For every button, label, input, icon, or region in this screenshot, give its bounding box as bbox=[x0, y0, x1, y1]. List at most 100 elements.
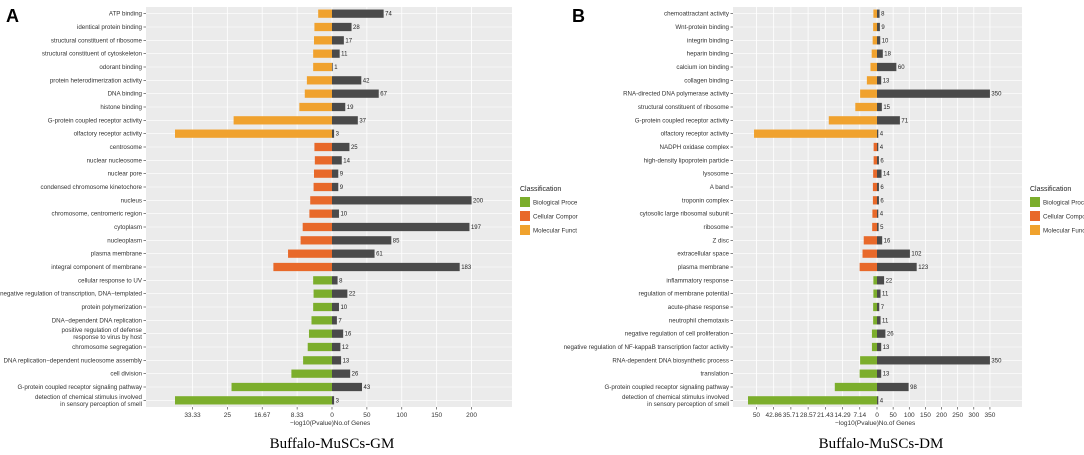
legend-label: Molecular Funct bbox=[533, 228, 577, 235]
category-label: G-protein coupled receptor activity bbox=[48, 117, 143, 124]
gene-count-bar bbox=[332, 356, 342, 365]
category-label: olfactory receptor activity bbox=[661, 131, 730, 138]
legend-label: Cellular Component bbox=[1043, 214, 1084, 221]
gene-count-label: 350 bbox=[991, 92, 1002, 98]
category-label: chromosome, centromeric region bbox=[52, 211, 143, 218]
gene-count-label: 13 bbox=[883, 345, 890, 351]
pvalue-bar bbox=[863, 236, 877, 245]
gene-count-bar bbox=[332, 169, 339, 178]
category-label: cytosolic large ribosomal subunit bbox=[640, 211, 730, 218]
gene-count-bar bbox=[332, 49, 340, 58]
category-label: extracellular space bbox=[677, 251, 729, 258]
gene-count-label: 28 bbox=[353, 25, 360, 31]
category-label: RNA-directed DNA polymerase activity bbox=[623, 91, 730, 98]
gene-count-bar bbox=[877, 36, 881, 45]
pvalue-bar bbox=[828, 116, 877, 125]
legend-label: Biological Proce bbox=[533, 200, 578, 207]
gene-count-bar bbox=[877, 276, 885, 285]
pvalue-bar bbox=[314, 142, 332, 152]
x-tick-label: 350 bbox=[985, 412, 996, 419]
gene-count-label: 7 bbox=[338, 318, 342, 324]
gene-count-bar bbox=[877, 382, 909, 392]
x-tick-label: 50 bbox=[363, 412, 371, 419]
category-label: G-protein coupled receptor signaling pat… bbox=[17, 384, 142, 391]
gene-count-bar bbox=[877, 342, 882, 352]
category-label: identical protein binding bbox=[77, 24, 143, 31]
category-label: RNA-dependent DNA biosynthetic process bbox=[612, 357, 729, 364]
pvalue-bar bbox=[872, 222, 877, 232]
gene-count-label: 17 bbox=[345, 38, 352, 44]
gene-count-bar bbox=[332, 369, 351, 378]
legend-label: Cellular Compor bbox=[533, 214, 578, 221]
pvalue-bar bbox=[871, 49, 877, 58]
gene-count-label: 10 bbox=[340, 212, 347, 218]
gene-count-bar bbox=[877, 49, 883, 58]
category-label: cytoplasm bbox=[114, 224, 142, 231]
category-label: A band bbox=[710, 184, 730, 191]
panel-b-caption: Buffalo-MuSCs-DM bbox=[819, 436, 944, 452]
pvalue-bar bbox=[873, 22, 877, 32]
gene-count-bar bbox=[877, 9, 880, 18]
category-label: protein polymerization bbox=[81, 304, 142, 311]
gene-count-bar bbox=[877, 249, 910, 258]
gene-count-label: 74 bbox=[385, 12, 392, 18]
category-label: odorant binding bbox=[99, 64, 142, 71]
pvalue-bar bbox=[291, 369, 332, 378]
gene-count-label: 18 bbox=[884, 52, 891, 58]
gene-count-bar bbox=[877, 102, 882, 112]
pvalue-bar bbox=[872, 36, 877, 45]
category-label: integrin binding bbox=[687, 37, 730, 44]
gene-count-label: 4 bbox=[880, 132, 884, 138]
gene-count-label: 3 bbox=[336, 398, 340, 404]
pvalue-bar bbox=[288, 249, 332, 258]
gene-count-label: 102 bbox=[911, 252, 922, 258]
x-tick-label: 7.14 bbox=[853, 412, 866, 419]
x-tick-label: 100 bbox=[904, 412, 915, 419]
x-tick-label: 150 bbox=[431, 412, 442, 419]
gene-count-bar bbox=[877, 236, 883, 245]
gene-count-label: 6 bbox=[880, 158, 884, 164]
gene-count-bar bbox=[332, 22, 352, 32]
gene-count-bar bbox=[332, 89, 379, 98]
gene-count-label: 200 bbox=[473, 198, 484, 204]
category-label: NADPH oxidase complex bbox=[660, 144, 730, 151]
pvalue-bar bbox=[873, 169, 877, 178]
gene-count-bar bbox=[332, 62, 333, 72]
x-tick-label: 25 bbox=[224, 412, 232, 419]
legend-swatch bbox=[520, 211, 530, 221]
legend-swatch bbox=[520, 225, 530, 235]
legend-swatch bbox=[1030, 197, 1040, 207]
gene-count-label: 5 bbox=[880, 225, 884, 231]
category-label: ribosome bbox=[704, 224, 730, 231]
legend-swatch bbox=[520, 197, 530, 207]
pvalue-bar bbox=[873, 302, 877, 312]
pvalue-bar bbox=[314, 156, 332, 165]
gene-count-bar bbox=[877, 156, 879, 165]
gene-count-label: 8 bbox=[881, 12, 885, 18]
gene-count-label: 13 bbox=[883, 372, 890, 378]
category-label: negative regulation of NF-kappaB transcr… bbox=[564, 344, 730, 351]
gene-count-bar bbox=[332, 116, 358, 125]
category-label: regulation of membrane potential bbox=[639, 291, 729, 298]
category-label: structural constituent of ribosome bbox=[51, 37, 143, 44]
pvalue-bar bbox=[872, 196, 877, 205]
category-label: ATP binding bbox=[109, 11, 143, 18]
pvalue-bar bbox=[871, 329, 877, 338]
category-label: positive regulation of defense response t… bbox=[62, 327, 143, 341]
pvalue-bar bbox=[231, 382, 332, 392]
x-tick-label: 16.67 bbox=[254, 412, 271, 419]
gene-count-label: 10 bbox=[882, 38, 889, 44]
x-tick-label: 300 bbox=[968, 412, 979, 419]
gene-count-bar bbox=[332, 289, 348, 298]
gene-count-label: 1 bbox=[334, 65, 338, 71]
gene-count-label: 71 bbox=[901, 118, 908, 124]
panel-b-label: B bbox=[572, 6, 585, 26]
category-label: olfactory receptor activity bbox=[74, 131, 143, 138]
category-label: detection of chemical stimulus involved i… bbox=[622, 394, 730, 408]
gene-count-label: 12 bbox=[342, 345, 349, 351]
gene-count-label: 3 bbox=[336, 132, 340, 138]
pvalue-bar bbox=[872, 209, 877, 218]
gene-count-label: 22 bbox=[886, 278, 893, 284]
gene-count-label: 11 bbox=[882, 292, 889, 298]
